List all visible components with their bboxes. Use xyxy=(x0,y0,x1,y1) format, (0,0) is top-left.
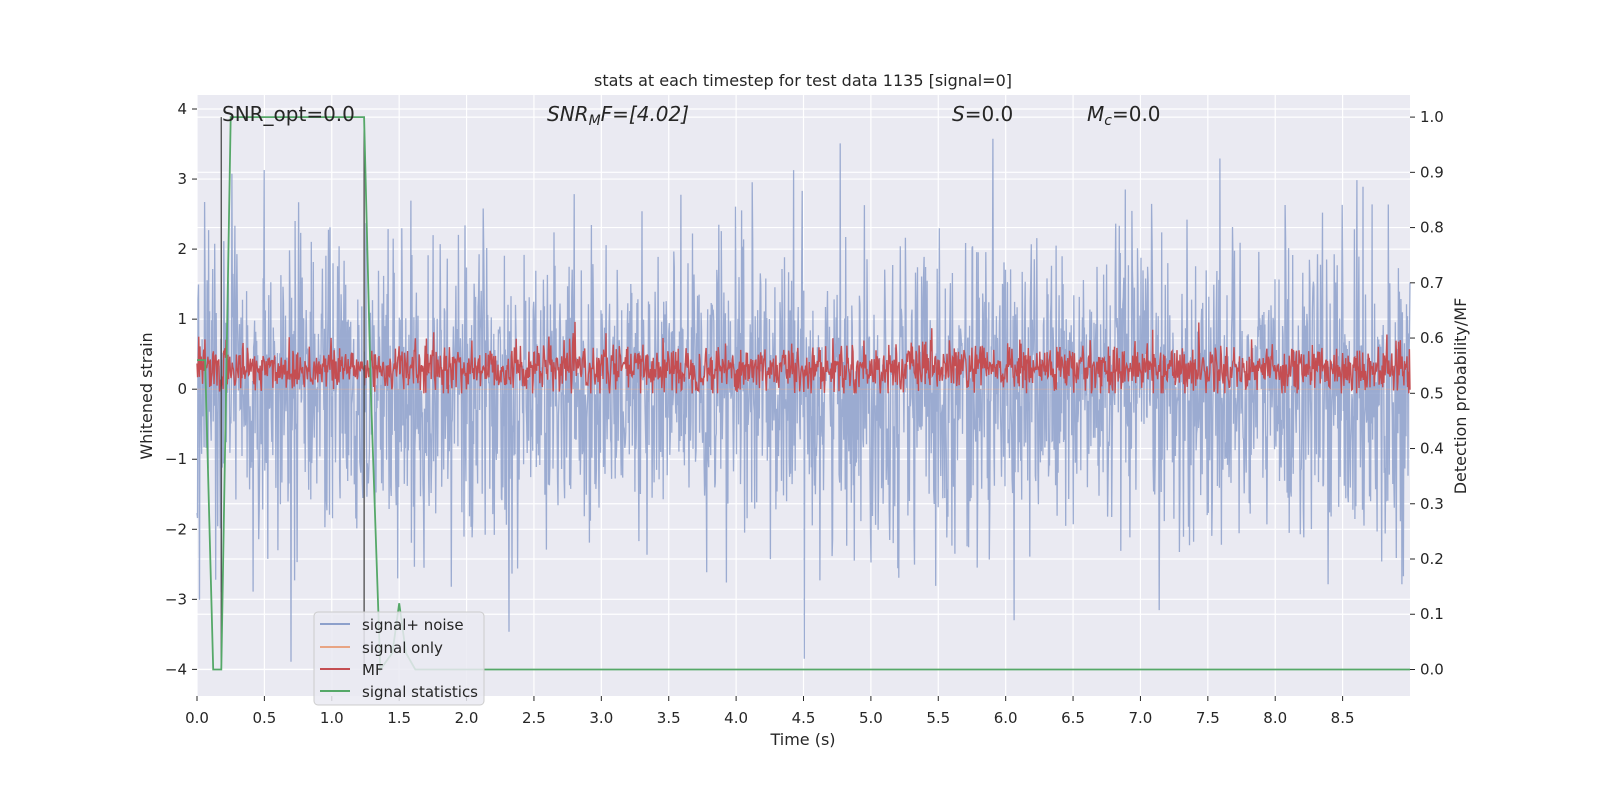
mc-value: =0.0 xyxy=(1112,102,1161,126)
y-right-tick-label: 0.4 xyxy=(1420,440,1444,458)
x-tick-label: 7.5 xyxy=(1196,709,1220,727)
y-right-tick-label: 0.3 xyxy=(1420,495,1444,513)
x-tick-label: 2.5 xyxy=(522,709,546,727)
y-right-tick-label: 0.9 xyxy=(1420,163,1444,181)
mc-annotation: Mc=0.0 xyxy=(1087,102,1161,129)
x-tick-label: 1.0 xyxy=(320,709,344,727)
s-symbol: S xyxy=(952,102,965,126)
x-tick-label: 6.5 xyxy=(1061,709,1085,727)
x-tick-label: 7.0 xyxy=(1129,709,1153,727)
legend-label-mf: MF xyxy=(362,661,384,679)
y-right-tick-label: 0.2 xyxy=(1420,550,1444,568)
snr-mf-subscript: M xyxy=(589,113,601,129)
snr-mf-annotation: SNRMF=[4.02] xyxy=(547,102,689,129)
x-tick-label: 2.0 xyxy=(455,709,479,727)
series-mf xyxy=(196,321,1411,394)
y-right-tick-labels: 1.0 0.9 0.8 0.7 0.6 0.5 0.4 0.3 0.2 0.1 0.0 xyxy=(1410,108,1444,678)
y-right-tick-label: 0.5 xyxy=(1420,384,1444,402)
y-left-tick-label: 4 xyxy=(177,100,187,118)
x-tick-label: 8.5 xyxy=(1331,709,1355,727)
x-tick-label: 5.5 xyxy=(926,709,950,727)
y-right-tick-label: 0.7 xyxy=(1420,274,1444,292)
legend: signal+ noise signal only MF signal stat… xyxy=(313,611,485,706)
x-tick-label: 0.0 xyxy=(185,709,209,727)
chart-title: stats at each timestep for test data 113… xyxy=(594,71,1012,90)
legend-box xyxy=(313,611,485,706)
legend-label-signal-noise: signal+ noise xyxy=(362,616,464,634)
y-left-tick-label: −2 xyxy=(165,520,187,538)
x-tick-label: 6.0 xyxy=(994,709,1018,727)
signal-noise-line xyxy=(196,138,1411,662)
x-axis-label: Time (s) xyxy=(769,730,835,749)
snr-mf-symbol: SNR xyxy=(547,102,589,126)
s-value: =0.0 xyxy=(965,102,1014,126)
detection-vlines xyxy=(220,117,365,670)
x-tick-label: 1.5 xyxy=(387,709,411,727)
y-right-tick-label: 1.0 xyxy=(1420,108,1444,126)
y-right-tick-label: 0.1 xyxy=(1420,605,1444,623)
snr-mf-value: F=[4.02] xyxy=(601,102,689,126)
x-tick-labels: 0.0 0.5 1.0 1.5 2.0 2.5 3.0 3.5 4.0 4.5 5.0 5.5 6.0 6… xyxy=(185,696,1355,727)
x-tick-label: 4.0 xyxy=(724,709,748,727)
x-tick-label: 3.0 xyxy=(589,709,613,727)
x-tick-label: 5.0 xyxy=(859,709,883,727)
mc-symbol: M xyxy=(1087,102,1104,126)
snr-opt-annotation: SNR_opt=0.0 xyxy=(222,102,355,126)
x-tick-label: 3.5 xyxy=(657,709,681,727)
y-left-tick-label: 2 xyxy=(177,240,187,258)
mc-subscript: c xyxy=(1104,113,1112,129)
x-tick-label: 4.5 xyxy=(792,709,816,727)
y-right-tick-label: 0.6 xyxy=(1420,329,1444,347)
y-right-tick-label: 0.8 xyxy=(1420,219,1444,237)
y-left-tick-label: −3 xyxy=(165,590,187,608)
y-right-axis-label: Detection probability/MF xyxy=(1451,298,1470,495)
x-tick-label: 0.5 xyxy=(252,709,276,727)
y-left-tick-label: 0 xyxy=(177,380,187,398)
y-left-tick-label: −4 xyxy=(165,660,187,678)
s-annotation: S=0.0 xyxy=(952,102,1013,126)
y-left-tick-label: −1 xyxy=(165,450,187,468)
y-left-tick-labels: 4 3 2 1 0 −1 −2 −3 −4 xyxy=(165,100,197,678)
y-right-tick-label: 0.0 xyxy=(1420,660,1444,678)
legend-label-signal-only: signal only xyxy=(362,639,443,657)
x-tick-label: 8.0 xyxy=(1263,709,1287,727)
legend-label-signal-statistics: signal statistics xyxy=(362,683,478,701)
y-left-tick-label: 3 xyxy=(177,170,187,188)
mf-line xyxy=(196,321,1411,394)
y-left-tick-label: 1 xyxy=(177,310,187,328)
y-left-axis-label: Whitened strain xyxy=(137,332,156,459)
